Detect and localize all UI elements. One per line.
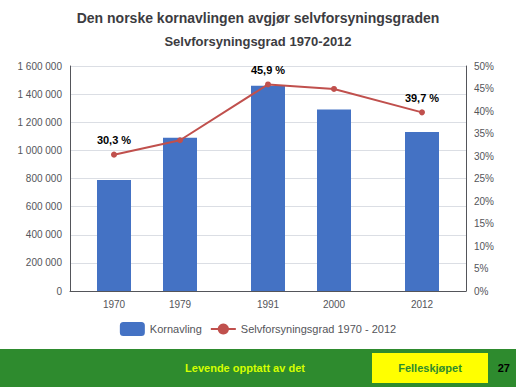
svg-text:Den norske kornavlingen avgjør: Den norske kornavlingen avgjør selvforsy…	[77, 10, 440, 26]
svg-text:1 000 000: 1 000 000	[18, 145, 63, 156]
svg-text:50%: 50%	[474, 61, 494, 72]
svg-text:800 000: 800 000	[26, 173, 63, 184]
svg-text:2000: 2000	[323, 299, 346, 310]
svg-text:30,3 %: 30,3 %	[97, 134, 131, 146]
svg-text:20%: 20%	[474, 196, 494, 207]
svg-text:Kornavling: Kornavling	[150, 323, 202, 335]
svg-text:35%: 35%	[474, 128, 494, 139]
svg-text:40%: 40%	[474, 106, 494, 117]
svg-text:0%: 0%	[474, 286, 489, 297]
svg-text:45,9 %: 45,9 %	[251, 64, 285, 76]
svg-text:1970: 1970	[103, 299, 126, 310]
svg-text:Felleskjøpet: Felleskjøpet	[398, 362, 462, 374]
svg-text:200 000: 200 000	[26, 257, 63, 268]
svg-text:10%: 10%	[474, 241, 494, 252]
svg-text:45%: 45%	[474, 83, 494, 94]
svg-text:25%: 25%	[474, 173, 494, 184]
svg-text:15%: 15%	[474, 218, 494, 229]
svg-text:27: 27	[498, 362, 510, 374]
svg-text:400 000: 400 000	[26, 229, 63, 240]
svg-text:39,7 %: 39,7 %	[405, 92, 439, 104]
svg-text:Levende opptatt av det: Levende opptatt av det	[185, 362, 305, 374]
svg-text:1 400 000: 1 400 000	[18, 89, 63, 100]
svg-text:30%: 30%	[474, 151, 494, 162]
svg-text:0: 0	[56, 286, 62, 297]
svg-text:5%: 5%	[474, 263, 489, 274]
svg-text:1 600 000: 1 600 000	[18, 61, 63, 72]
svg-text:2012: 2012	[411, 299, 434, 310]
svg-text:1991: 1991	[257, 299, 280, 310]
svg-text:600 000: 600 000	[26, 201, 63, 212]
svg-text:Selvforsyningsgrad 1970 - 2012: Selvforsyningsgrad 1970 - 2012	[241, 323, 396, 335]
svg-text:1979: 1979	[169, 299, 192, 310]
svg-text:1 200 000: 1 200 000	[18, 117, 63, 128]
svg-text:Selvforsyningsgrad 1970-2012: Selvforsyningsgrad 1970-2012	[164, 34, 351, 49]
